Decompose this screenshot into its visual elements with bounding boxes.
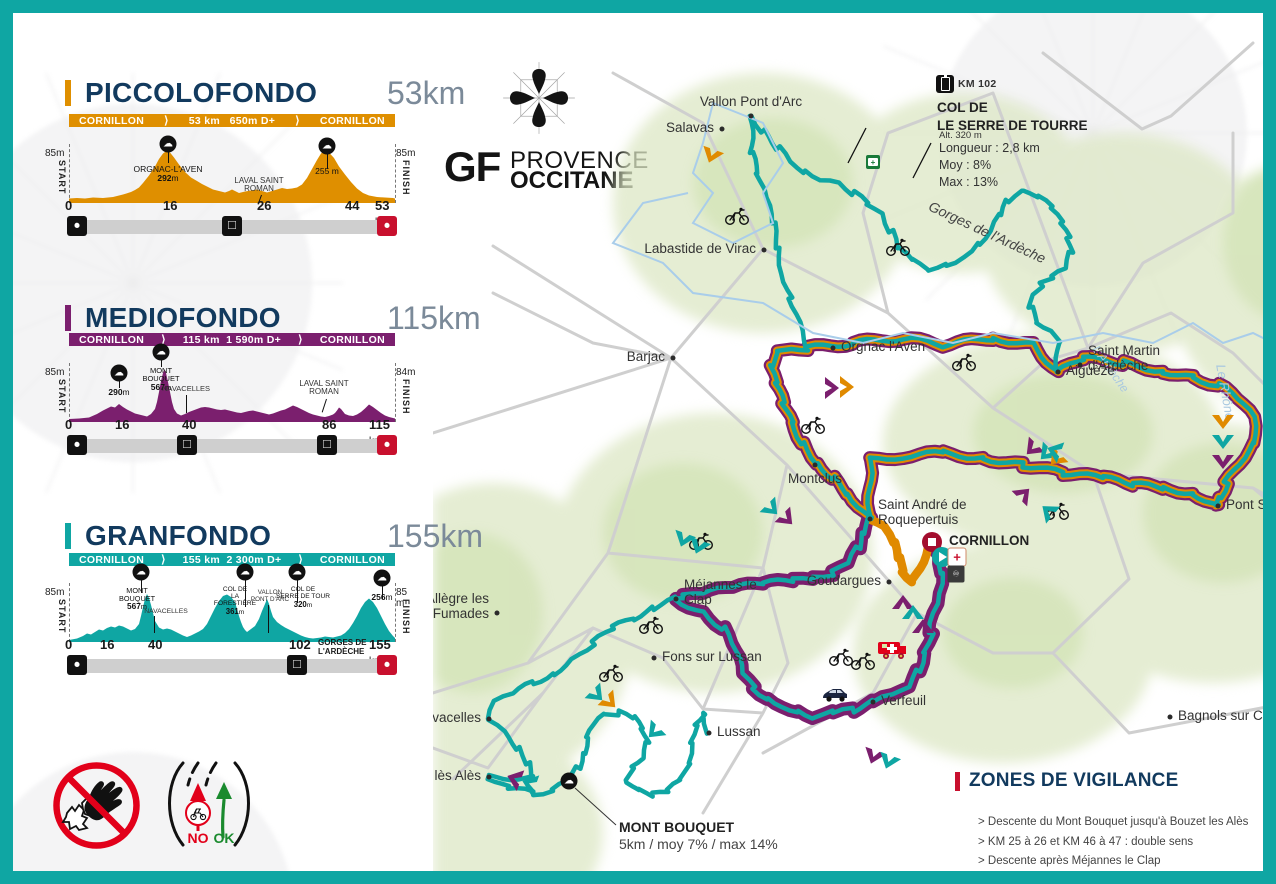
svg-text:NO: NO — [188, 830, 209, 846]
svg-text:OK: OK — [214, 830, 235, 846]
